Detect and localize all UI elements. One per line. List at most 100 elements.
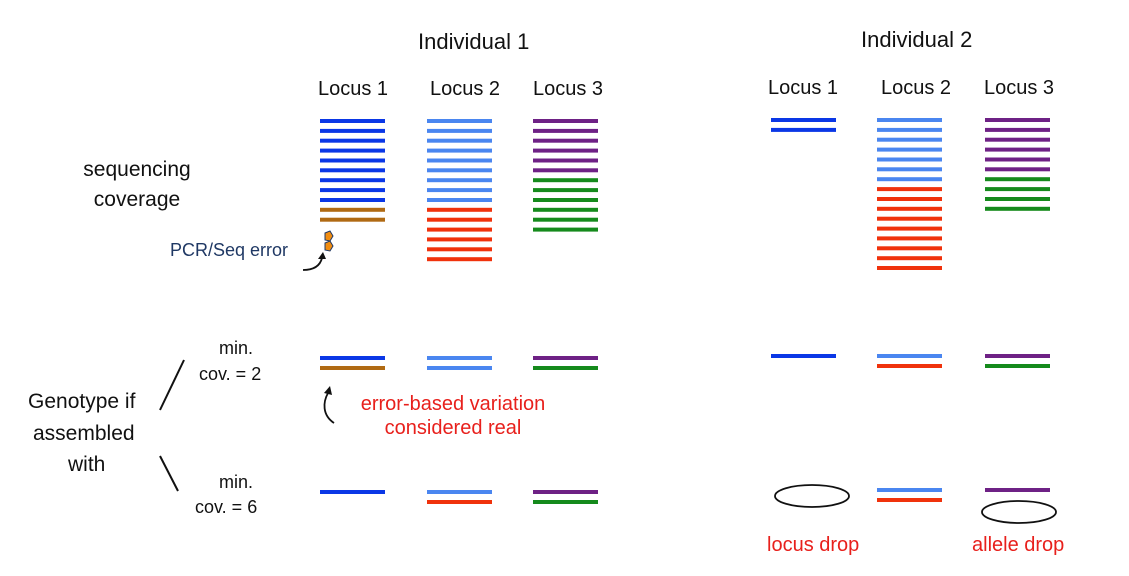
read-bar-ind1-locus3-green: [533, 207, 598, 212]
read-bar-ind1-locus2-light-blue: [427, 168, 492, 173]
read-bar-ind2-locus3-purple: [985, 167, 1050, 172]
genotype-cov2-bar-ind1-locus1: [320, 356, 385, 360]
read-bar-ind1-locus2-red: [427, 227, 492, 232]
read-bar-ind2-locus2-light-blue: [877, 157, 942, 162]
read-bar-ind1-locus1-dark-blue: [320, 128, 385, 133]
read-bar-ind2-locus3-purple: [985, 147, 1050, 152]
error-variation-arrow: [323, 392, 335, 424]
error-note-line-1: error-based variation: [360, 393, 546, 415]
read-bar-ind1-locus2-light-blue: [427, 158, 492, 163]
genotype-cov2-bar-ind1-locus1: [320, 366, 385, 370]
read-bar-ind1-locus3-green: [533, 227, 598, 232]
genotype-cov6-bar-ind2-locus2: [877, 488, 942, 492]
genotype-cov2-bar-ind2-locus2: [877, 364, 942, 368]
ind2-locus-1-label: Locus 1: [768, 77, 839, 99]
read-bar-ind2-locus2-red: [877, 226, 942, 231]
read-bar-ind1-locus1-brown: [320, 217, 385, 222]
read-bar-ind1-locus1-dark-blue: [320, 178, 385, 183]
read-bar-ind2-locus2-light-blue: [877, 167, 942, 172]
read-bar-ind2-locus3-purple: [985, 127, 1050, 132]
read-bar-ind2-locus2-light-blue: [877, 177, 942, 182]
read-bar-ind1-locus3-purple: [533, 158, 598, 163]
read-bar-ind1-locus2-red: [427, 217, 492, 222]
read-bar-ind1-locus2-light-blue: [427, 178, 492, 183]
cov6-label: cov. = 6: [195, 497, 258, 517]
read-bar-ind2-locus3-purple: [985, 157, 1050, 162]
read-bar-ind2-locus2-red: [877, 187, 942, 192]
genotype-cov2-bar-ind1-locus2: [427, 366, 492, 370]
locus-drop-label: locus drop: [767, 534, 860, 556]
error-marker-2: [324, 240, 334, 252]
ind1-locus-1-label: Locus 1: [318, 78, 389, 100]
read-bar-ind1-locus2-light-blue: [427, 188, 492, 193]
genotype-cov6-bar-ind2-locus3: [985, 488, 1050, 492]
genotype-cov6-bar-ind2-locus2: [877, 498, 942, 502]
genotype-if-label: Genotype if: [28, 390, 136, 413]
read-bar-ind2-locus3-green: [985, 177, 1050, 182]
read-bars: [320, 118, 1050, 504]
individual-1-title: Individual 1: [418, 29, 530, 54]
genotype-cov6-bar-ind1-locus2: [427, 490, 492, 494]
read-bar-ind1-locus3-green: [533, 217, 598, 222]
pcr-seq-error-label: PCR/Seq error: [170, 240, 289, 260]
genotype-cov6-bar-ind1-locus2: [427, 500, 492, 504]
read-bar-ind1-locus2-red: [427, 207, 492, 212]
read-bar-ind2-locus1-dark-blue: [771, 127, 836, 132]
ind1-locus-3-label: Locus 3: [533, 78, 604, 100]
read-bar-ind2-locus2-red: [877, 266, 942, 270]
read-bar-ind2-locus2-red: [877, 236, 942, 241]
genotype-cov2-bar-ind1-locus3: [533, 356, 598, 360]
ind2-locus-2-label: Locus 2: [881, 77, 952, 99]
read-bar-ind2-locus3-green: [985, 206, 1050, 211]
ind2-locus-3-label: Locus 3: [984, 77, 1055, 99]
read-bar-ind1-locus2-light-blue: [427, 138, 492, 143]
read-bar-ind1-locus2-red: [427, 237, 492, 242]
genotype-cov2-bar-ind2-locus3: [985, 354, 1050, 358]
read-bar-ind1-locus2-light-blue: [427, 128, 492, 133]
read-bar-ind2-locus2-light-blue: [877, 147, 942, 152]
read-bar-ind1-locus3-green: [533, 178, 598, 183]
read-bar-ind1-locus2-red: [427, 257, 492, 262]
read-bar-ind1-locus3-green: [533, 188, 598, 193]
allele-drop-label: allele drop: [972, 534, 1065, 556]
allele-drop-ellipse: [981, 500, 1057, 524]
genotype-cov2-bar-ind2-locus3: [985, 364, 1050, 368]
read-bar-ind2-locus2-red: [877, 197, 942, 201]
genotype-cov2-bar-ind2-locus1: [771, 354, 836, 358]
error-variation-arrowhead: [324, 386, 332, 395]
individual-2-title: Individual 2: [861, 27, 973, 52]
read-bar-ind1-locus1-dark-blue: [320, 148, 385, 153]
read-bar-ind1-locus1-dark-blue: [320, 198, 385, 202]
read-bar-ind2-locus2-red: [877, 206, 942, 211]
min-label-upper: min.: [219, 338, 254, 358]
ind1-locus-2-label: Locus 2: [430, 78, 501, 100]
read-bar-ind1-locus3-purple: [533, 168, 598, 173]
locus-drop-ellipse: [774, 484, 850, 508]
read-bar-ind1-locus3-purple: [533, 128, 598, 133]
read-bar-ind2-locus1-dark-blue: [771, 118, 836, 122]
genotype-cov2-bar-ind1-locus3: [533, 366, 598, 370]
min-label-lower: min.: [219, 472, 254, 492]
assembled-label: assembled: [33, 422, 135, 445]
error-marker-1: [324, 230, 334, 242]
read-bar-ind2-locus2-light-blue: [877, 137, 942, 142]
read-bar-ind1-locus1-dark-blue: [320, 158, 385, 163]
read-bar-ind1-locus2-light-blue: [427, 198, 492, 202]
genotype-cov6-bar-ind1-locus1: [320, 490, 385, 494]
read-bar-ind1-locus3-purple: [533, 138, 598, 143]
read-bar-ind1-locus1-brown: [320, 207, 385, 212]
read-bar-ind1-locus2-red: [427, 247, 492, 252]
genotype-cov6-bar-ind1-locus3: [533, 500, 598, 504]
read-bar-ind1-locus3-purple: [533, 119, 598, 123]
with-label: with: [68, 453, 106, 476]
read-bar-ind1-locus3-purple: [533, 148, 598, 153]
read-bar-ind2-locus2-red: [877, 246, 942, 251]
read-bar-ind1-locus3-green: [533, 198, 598, 202]
genotype-cov6-bar-ind1-locus3: [533, 490, 598, 494]
read-bar-ind1-locus1-dark-blue: [320, 119, 385, 123]
error-note-line-2: considered real: [384, 417, 522, 439]
connector-line-upper: [159, 359, 185, 411]
read-bar-ind1-locus1-dark-blue: [320, 168, 385, 173]
pcr-error-arrow: [302, 257, 323, 271]
